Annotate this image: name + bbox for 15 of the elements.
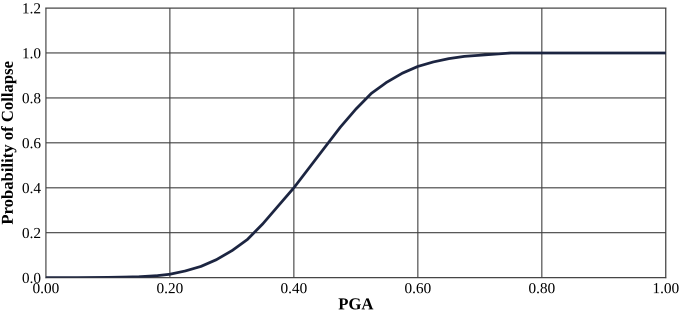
x-axis-title: PGA bbox=[338, 298, 374, 310]
y-tick-label: 0.6 bbox=[22, 138, 41, 148]
x-tick-label: 1.00 bbox=[654, 282, 679, 294]
x-tick-label: 0.60 bbox=[405, 282, 431, 294]
y-tick-label: 0.0 bbox=[22, 272, 40, 284]
x-tick-label: 0.40 bbox=[281, 282, 307, 294]
y-tick-label: 1.0 bbox=[23, 48, 40, 58]
y-tick-label: 0.4 bbox=[22, 182, 41, 194]
y-tick-label: 0.2 bbox=[22, 228, 40, 238]
x-tick-label: 0.20 bbox=[157, 282, 183, 294]
y-axis-title: Probability of Collapse bbox=[1, 61, 16, 224]
x-tick-label: 0.00 bbox=[33, 282, 59, 294]
y-tick-label: 0.8 bbox=[22, 93, 40, 104]
x-tick-label: 0.80 bbox=[529, 282, 555, 294]
y-tick-label: 1.2 bbox=[23, 3, 40, 14]
